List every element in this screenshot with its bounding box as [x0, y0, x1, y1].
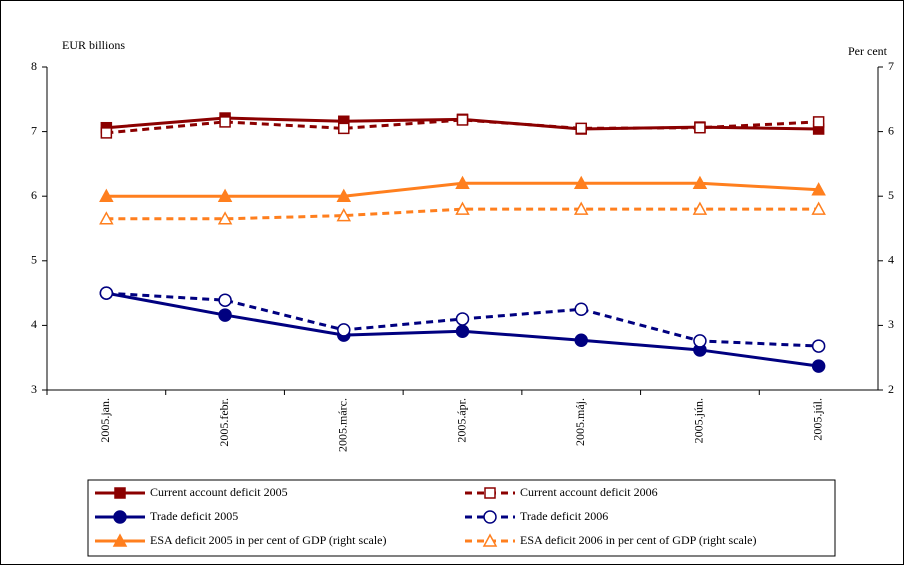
- point: [694, 121, 706, 134]
- point: [811, 201, 826, 215]
- point: [338, 122, 350, 135]
- point: [574, 333, 588, 348]
- point: [573, 201, 589, 215]
- legend-label: ESA deficit 2006 in per cent of GDP (rig…: [520, 533, 757, 547]
- y2-tick-label: 4: [888, 253, 894, 267]
- legend-label: Current account deficit 2006: [520, 485, 658, 499]
- legend-marker: [484, 487, 496, 499]
- point: [455, 201, 470, 215]
- point: [811, 182, 826, 196]
- y2-axis-label: Per cent: [848, 44, 888, 58]
- legend-label: ESA deficit 2005 in per cent of GDP (rig…: [150, 533, 387, 547]
- x-tick-label: 2005.márc.: [336, 398, 350, 452]
- y-tick-label: 7: [31, 123, 37, 137]
- point: [811, 339, 826, 353]
- point: [100, 127, 113, 139]
- y-tick-label: 3: [31, 382, 37, 396]
- legend-label: Trade deficit 2005: [150, 509, 238, 523]
- point: [574, 302, 588, 316]
- y2-tick-label: 5: [888, 188, 894, 202]
- legend-marker: [112, 533, 128, 547]
- point: [456, 114, 469, 126]
- point: [336, 208, 352, 222]
- point: [99, 286, 114, 300]
- point: [455, 312, 470, 326]
- point: [218, 293, 232, 307]
- y-tick-label: 8: [31, 59, 37, 73]
- x-tick-label: 2005.júl.: [810, 398, 824, 441]
- point: [811, 359, 826, 373]
- legend-marker: [483, 510, 497, 524]
- x-tick-label: 2005.máj.: [573, 398, 587, 446]
- y2-tick-label: 2: [888, 382, 894, 396]
- point: [455, 175, 470, 190]
- x-tick-label: 2005.jan.: [98, 398, 112, 443]
- x-tick-label: 2005.febr.: [217, 398, 231, 447]
- point: [99, 211, 114, 225]
- point: [692, 175, 708, 190]
- point: [219, 116, 231, 128]
- y-axis-label: EUR billions: [62, 38, 125, 52]
- x-tick-label: 2005.jún.: [692, 398, 706, 443]
- point: [217, 188, 233, 202]
- legend-label: Trade deficit 2006: [520, 509, 608, 523]
- legend: [87, 479, 836, 557]
- legend-marker: [114, 487, 126, 499]
- point: [692, 201, 708, 215]
- legend-marker: [113, 510, 127, 524]
- x-tick-label: 2005.ápr.: [454, 398, 468, 443]
- y2-tick-label: 3: [888, 317, 894, 331]
- point: [99, 188, 114, 202]
- y-tick-label: 5: [31, 253, 37, 267]
- legend-marker: [482, 533, 498, 547]
- y-tick-label: 4: [31, 317, 37, 331]
- y-tick-label: 6: [31, 188, 37, 202]
- point: [575, 122, 587, 135]
- point: [812, 116, 825, 128]
- point: [455, 324, 470, 338]
- y2-tick-label: 6: [888, 123, 894, 137]
- point: [573, 175, 589, 190]
- point: [217, 211, 233, 225]
- point: [218, 308, 232, 322]
- point: [337, 323, 351, 337]
- point: [336, 188, 352, 202]
- y2-tick-label: 7: [888, 59, 894, 73]
- point: [693, 334, 707, 348]
- legend-label: Current account deficit 2005: [150, 485, 288, 499]
